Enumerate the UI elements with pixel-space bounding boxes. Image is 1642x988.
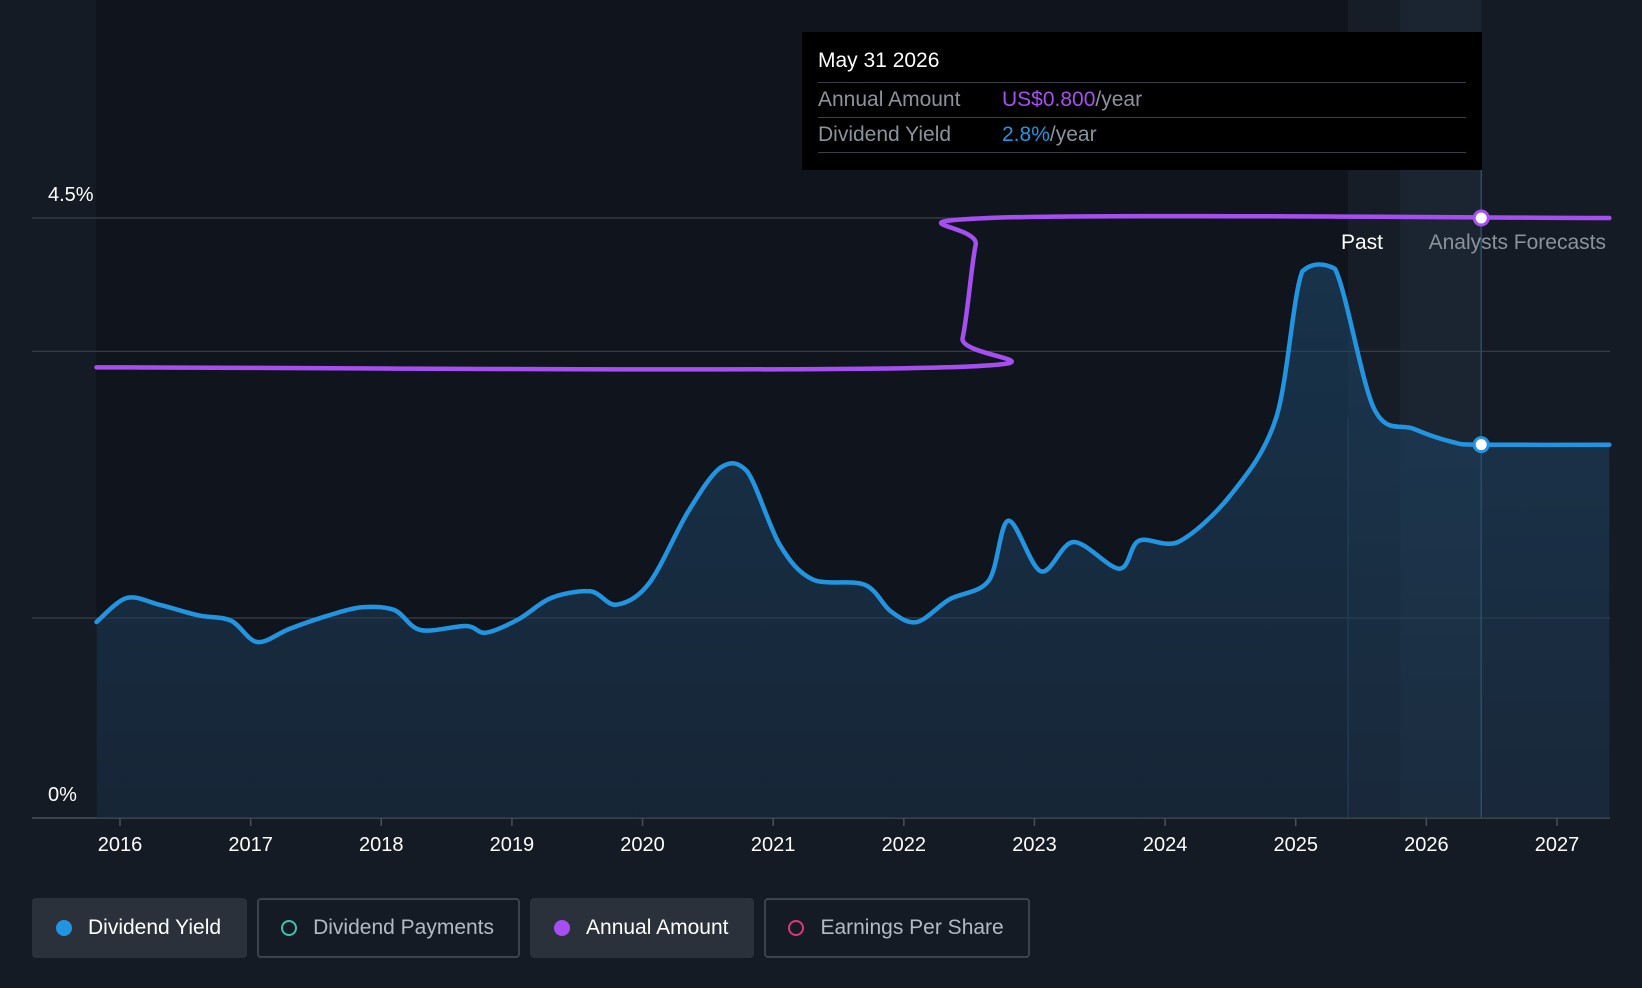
- x-tick-label: 2017: [228, 834, 273, 856]
- past-period-label: Past: [1341, 231, 1383, 254]
- x-tick-label: 2026: [1404, 834, 1449, 856]
- chart-tooltip: May 31 2026 Annual Amount US$0.800 /year…: [802, 32, 1482, 170]
- tooltip-date: May 31 2026: [818, 46, 1466, 83]
- y-axis-bottom-label: 0%: [48, 784, 77, 806]
- x-tick-label: 2022: [882, 834, 927, 856]
- dividend-yield-line: [94, 262, 1612, 645]
- x-tick-label: 2024: [1143, 834, 1188, 856]
- legend-label: Dividend Yield: [88, 916, 222, 939]
- tooltip-value: 2.8%: [1002, 123, 1050, 146]
- forecast-period-label: Analysts Forecasts: [1429, 231, 1606, 254]
- legend-earnings-per-share[interactable]: Earnings Per Share: [764, 898, 1030, 958]
- x-tick-label: 2023: [1012, 834, 1057, 856]
- annual-amount-marker: [1472, 209, 1490, 227]
- tooltip-label: Dividend Yield: [818, 123, 952, 146]
- x-tick-label: 2021: [751, 834, 796, 856]
- legend-label: Earnings Per Share: [820, 916, 1004, 939]
- x-tick-label: 2019: [490, 834, 535, 856]
- tooltip-unit: /year: [1049, 123, 1097, 146]
- legend-annual-amount[interactable]: Annual Amount: [530, 898, 755, 958]
- tooltip-unit: /year: [1095, 88, 1143, 111]
- chart-legend: Dividend Yield Dividend Payments Annual …: [32, 898, 1030, 958]
- x-tick-label: 2018: [359, 834, 404, 856]
- legend-ring-icon: [788, 920, 805, 936]
- legend-label: Annual Amount: [586, 916, 729, 939]
- legend-dividend-yield[interactable]: Dividend Yield: [32, 898, 248, 958]
- tooltip-row-annual-amount: Annual Amount US$0.800 /year: [818, 83, 1466, 118]
- legend-dot-icon: [554, 920, 571, 936]
- legend-dot-icon: [56, 920, 72, 936]
- legend-ring-icon: [281, 920, 298, 936]
- x-tick-label: 2016: [98, 834, 143, 856]
- annual-amount-line: [94, 213, 1612, 372]
- legend-label: Dividend Payments: [313, 916, 495, 939]
- x-tick-label: 2025: [1273, 834, 1318, 856]
- tooltip-value: US$0.800: [1002, 88, 1096, 111]
- legend-dividend-payments[interactable]: Dividend Payments: [257, 898, 521, 958]
- y-axis-top-label: 4.5%: [48, 184, 94, 206]
- dividend-yield-area: [96, 264, 1610, 818]
- x-tick-label: 2020: [620, 834, 665, 856]
- tooltip-label: Annual Amount: [818, 88, 961, 111]
- tooltip-row-dividend-yield: Dividend Yield 2.8% /year: [818, 118, 1466, 153]
- dividend-yield-marker: [1472, 436, 1490, 454]
- x-tick-label: 2027: [1535, 834, 1580, 856]
